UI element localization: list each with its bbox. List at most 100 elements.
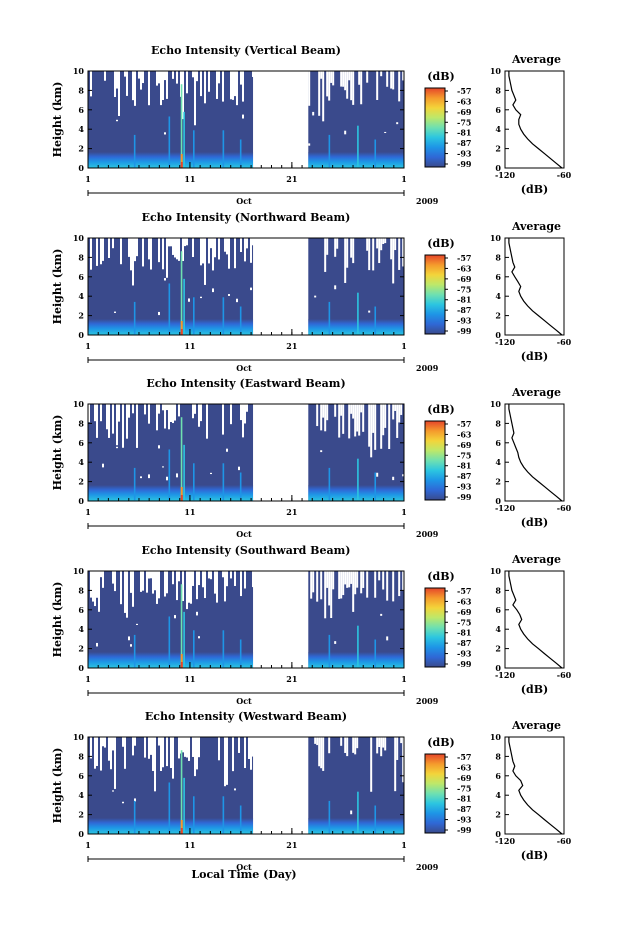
average-y-tick-label: 6	[495, 105, 501, 115]
average-x-tick-label: -60	[557, 170, 572, 180]
heatmap-gap-speck	[316, 571, 319, 602]
heatmap-streak	[183, 444, 185, 501]
average-y-tick-label: 4	[495, 457, 501, 467]
heatmap-gap-speck	[158, 737, 160, 746]
heatmap-gap-speck	[382, 571, 385, 590]
average-title: Average	[511, 53, 561, 66]
colorbar-tick-label: -93	[457, 482, 472, 492]
y-tick-label: 4	[78, 790, 84, 800]
heatmap-gap-speck	[162, 737, 164, 768]
heatmap-gap-speck	[126, 404, 128, 439]
heatmap-gap-speck	[226, 571, 228, 587]
x-tick-label: 1	[85, 840, 91, 850]
heatmap-gap-speck	[342, 571, 345, 596]
heatmap-gap-speck	[402, 71, 405, 81]
heatmap-gap-speck	[360, 571, 363, 594]
heatmap-gap-speck	[128, 238, 130, 257]
heatmap-gap-speck	[118, 71, 120, 117]
heatmap-gap-speck	[152, 571, 154, 594]
heatmap-gap-speck	[216, 71, 218, 99]
heatmap-gap-speck	[356, 404, 359, 432]
heatmap-gap-speck	[102, 571, 104, 588]
average-y-tick-label: 2	[495, 644, 501, 654]
heatmap-gap-speck	[196, 571, 198, 600]
heatmap-gap-speck	[188, 298, 190, 302]
y-tick-label: 0	[78, 663, 84, 673]
heatmap-streak	[133, 634, 136, 668]
heatmap-gap-speck	[112, 238, 114, 249]
heatmap-gap-speck	[396, 404, 399, 438]
heatmap-gap-speck	[156, 71, 158, 86]
colorbar-tick-label: -81	[457, 461, 471, 471]
average-frame	[504, 70, 565, 169]
heatmap-low-band	[88, 818, 254, 834]
heatmap-gap-speck	[378, 737, 381, 748]
heatmap-gap-speck	[208, 71, 210, 92]
average-frame	[504, 570, 565, 669]
y-axis-label: Height (km)	[51, 748, 64, 824]
y-tick-label: 4	[78, 124, 84, 134]
heatmap-gap-speck	[164, 278, 166, 281]
heatmap-gap-speck	[126, 71, 128, 96]
heatmap-gap-speck	[350, 404, 353, 414]
heatmap-gap-speck	[154, 571, 156, 591]
heatmap-gap-speck	[148, 238, 150, 260]
x-tick-label: 21	[286, 174, 297, 184]
average-title: Average	[511, 220, 561, 233]
heatmap-gap-speck	[110, 737, 112, 770]
heatmap-streak	[133, 134, 136, 168]
heatmap-gap-speck	[376, 737, 379, 754]
heatmap-gap-speck	[242, 71, 244, 102]
heatmap-streak	[180, 417, 183, 501]
average-title: Average	[511, 719, 561, 732]
heatmap-gap-speck	[204, 238, 206, 285]
heatmap-gap-speck	[350, 71, 353, 101]
heatmap-frame	[87, 570, 405, 669]
colorbar	[424, 587, 446, 668]
heatmap-gap-speck	[242, 404, 244, 438]
heatmap-gap-speck	[116, 71, 118, 89]
panel-title: Echo Intensity (Westward Beam)	[145, 710, 347, 723]
heatmap-streak	[183, 111, 185, 168]
heatmap-gap-speck	[130, 644, 132, 647]
heatmap-streak	[328, 634, 331, 668]
y-axis-label: Height (km)	[51, 82, 64, 158]
heatmap-gap-speck	[134, 798, 136, 802]
heatmap-gap-speck	[224, 571, 226, 602]
heatmap-gap-speck	[310, 571, 313, 599]
heatmap-gap-speck	[360, 404, 363, 413]
colorbar-tick-label: -99	[457, 326, 472, 336]
heatmap-gap-speck	[184, 238, 186, 247]
colorbar-tick-label: -99	[457, 659, 472, 669]
heatmap-gap-speck	[240, 238, 242, 253]
heatmap-gap-speck	[112, 571, 114, 584]
heatmap-gap-speck	[252, 71, 254, 77]
y-tick-label: 0	[78, 496, 84, 506]
heatmap-gap-speck	[176, 71, 178, 84]
heatmap-streak	[357, 125, 359, 168]
heatmap-gap-speck	[400, 404, 403, 415]
y-axis-label: Height (km)	[51, 415, 64, 491]
heatmap-gap-speck	[382, 737, 385, 748]
heatmap-gap-speck	[136, 404, 138, 448]
colorbar-tick-label: -63	[457, 96, 472, 106]
heatmap-gap-speck	[204, 71, 206, 104]
average-y-tick-label: 0	[495, 663, 501, 673]
heatmap-streak	[180, 584, 183, 668]
heatmap-gap-speck	[362, 571, 365, 588]
heatmap-gap-speck	[224, 238, 226, 252]
x-tick-label: 21	[286, 507, 297, 517]
heatmap-gap-speck	[196, 71, 198, 82]
average-x-tick-label: -120	[495, 670, 515, 680]
heatmap-gap-speck	[90, 571, 92, 598]
heatmap-gap-speck	[172, 571, 174, 585]
heatmap-streak	[328, 301, 331, 335]
heatmap-streak	[239, 805, 242, 834]
heatmap-gap-speck	[178, 571, 180, 582]
heatmap-gap-speck	[100, 238, 102, 265]
heatmap-streak	[133, 800, 136, 834]
heatmap-gap-speck	[370, 404, 373, 458]
heatmap-gap-speck	[334, 641, 337, 644]
heatmap-gap-speck	[340, 404, 343, 416]
x-tick-label: 1	[85, 674, 91, 684]
